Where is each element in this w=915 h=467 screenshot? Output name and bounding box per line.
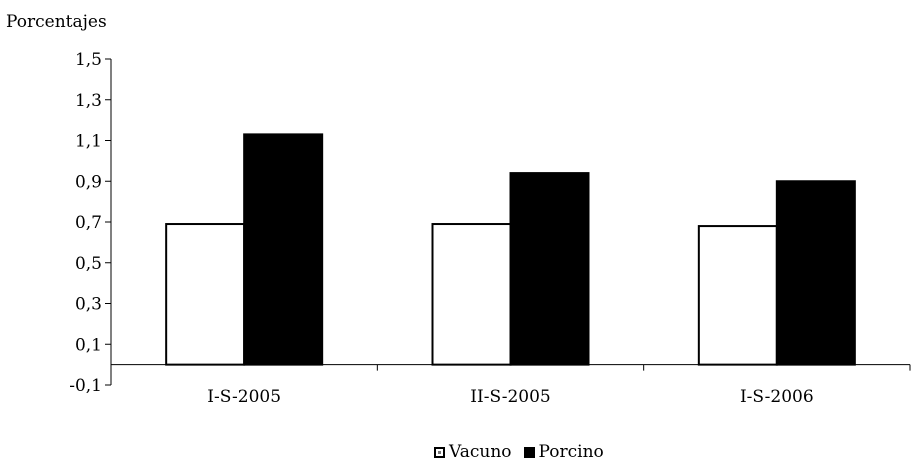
bar-vacuno-2 xyxy=(431,223,512,366)
bar-vacuno-3 xyxy=(697,225,778,366)
legend-item-vacuno: Vacuno xyxy=(434,442,512,462)
y-tick-label: 1,1 xyxy=(75,132,102,152)
legend-swatch-vacuno xyxy=(434,446,445,458)
y-tick-label: 0,9 xyxy=(75,172,102,192)
legend-item-porcino: Porcino xyxy=(523,442,604,462)
bar-vacuno-1 xyxy=(165,223,246,366)
x-tick-label: I-S-2005 xyxy=(207,387,281,407)
y-tick-label: 0,5 xyxy=(75,254,102,274)
legend-label-porcino: Porcino xyxy=(538,442,604,462)
y-axis-title: Porcentajes xyxy=(6,12,107,32)
y-tick-label: 0,3 xyxy=(75,295,102,315)
y-tick-label: 0,7 xyxy=(75,213,102,233)
legend: Vacuno Porcino xyxy=(434,442,616,462)
x-tick-label: I-S-2006 xyxy=(740,387,814,407)
bar-porcino-1 xyxy=(243,133,324,366)
y-tick-label: 1,3 xyxy=(75,91,102,111)
bar-porcino-3 xyxy=(775,180,856,366)
legend-label-vacuno: Vacuno xyxy=(449,442,512,462)
x-tick-label: II-S-2005 xyxy=(470,387,550,407)
y-tick-label: 1,5 xyxy=(75,50,102,70)
y-tick-label: -0,1 xyxy=(69,376,102,396)
bar-porcino-2 xyxy=(509,172,590,366)
legend-swatch-porcino xyxy=(523,446,535,458)
y-tick-label: 0,1 xyxy=(75,335,102,355)
